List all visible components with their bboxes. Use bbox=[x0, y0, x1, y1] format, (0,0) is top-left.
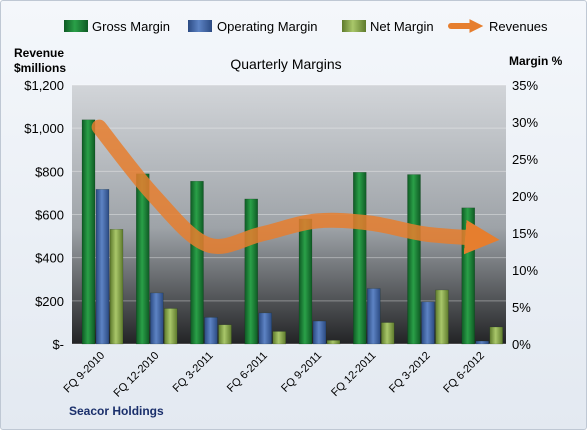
bar-net-margin bbox=[381, 322, 395, 345]
x-tick-label: FQ 6-2012 bbox=[441, 350, 487, 396]
bar-operating-margin bbox=[150, 292, 164, 345]
left-axis-title-line2: $millions bbox=[14, 61, 66, 75]
bar-net-margin bbox=[272, 331, 286, 345]
x-tick-label: FQ 3-2012 bbox=[387, 350, 433, 396]
right-tick-label: 30% bbox=[512, 115, 538, 130]
bar-gross-margin bbox=[81, 119, 96, 345]
right-axis-ticks: 0% 5% 10% 15% 20% 25% 30% 35% bbox=[512, 78, 538, 352]
x-tick-label: FQ 3-2011 bbox=[171, 350, 216, 395]
bar-net-margin bbox=[326, 340, 341, 345]
right-tick-label: 25% bbox=[512, 152, 538, 167]
left-tick-label: $600 bbox=[35, 208, 64, 223]
right-tick-label: 35% bbox=[512, 78, 538, 93]
bar-operating-margin bbox=[367, 288, 381, 345]
x-axis-ticks: FQ 9-2010 FQ 12-2010 FQ 3-2011 FQ 6-2011 FQ … bbox=[62, 350, 487, 400]
bar-gross-margin bbox=[244, 198, 258, 345]
legend-label-revenues: Revenues bbox=[489, 19, 548, 34]
left-axis-title-line1: Revenue bbox=[14, 46, 64, 60]
right-tick-label: 0% bbox=[512, 337, 531, 352]
revenue-series bbox=[91, 119, 500, 255]
x-tick-label: FQ 9-2010 bbox=[62, 350, 108, 396]
x-tick-label: FQ 6-2011 bbox=[225, 350, 270, 395]
legend-label-net-margin: Net Margin bbox=[370, 19, 434, 34]
left-tick-label: $1,200 bbox=[24, 78, 64, 93]
legend-label-operating-margin: Operating Margin bbox=[217, 19, 317, 34]
legend-swatch-net-margin bbox=[342, 20, 366, 32]
bar-net-margin bbox=[218, 324, 232, 345]
chart-title: Quarterly Margins bbox=[230, 56, 341, 72]
legend-item-operating-margin[interactable]: Operating Margin bbox=[188, 19, 317, 34]
right-axis-title: Margin % bbox=[509, 54, 563, 68]
legend-label-gross-margin: Gross Margin bbox=[92, 19, 170, 34]
right-tick-label: 20% bbox=[512, 189, 538, 204]
bar-net-margin bbox=[435, 289, 449, 345]
right-tick-label: 15% bbox=[512, 226, 538, 241]
revenue-line bbox=[91, 119, 500, 255]
left-axis-ticks: $- $200 $400 $600 $800 $1,000 $1,200 bbox=[24, 78, 64, 352]
left-tick-label: $800 bbox=[35, 164, 64, 179]
legend: Gross Margin Operating Margin Net Margin… bbox=[64, 19, 548, 34]
bar-gross-margin bbox=[298, 218, 313, 345]
bar-operating-margin bbox=[475, 340, 489, 345]
x-tick-label: FQ 12-2010 bbox=[112, 350, 162, 400]
legend-item-net-margin[interactable]: Net Margin bbox=[342, 19, 434, 34]
bar-gross-margin bbox=[190, 180, 204, 345]
bar-gross-margin bbox=[461, 207, 475, 345]
legend-swatch-gross-margin bbox=[64, 20, 88, 32]
legend-item-gross-margin[interactable]: Gross Margin bbox=[64, 19, 170, 34]
left-tick-label: $400 bbox=[35, 251, 64, 266]
legend-item-revenues[interactable]: Revenues bbox=[448, 19, 548, 34]
x-tick-label: FQ 9-2011 bbox=[279, 350, 324, 395]
bar-gross-margin bbox=[407, 174, 421, 345]
bar-operating-margin bbox=[95, 189, 110, 345]
bar-net-margin bbox=[109, 229, 124, 345]
right-tick-label: 10% bbox=[512, 263, 538, 278]
bar-net-margin bbox=[164, 308, 178, 345]
left-tick-label: $- bbox=[52, 337, 64, 352]
company-label: Seacor Holdings bbox=[69, 404, 164, 418]
bar-gross-margin bbox=[353, 172, 367, 345]
bar-operating-margin bbox=[312, 320, 327, 345]
bar-operating-margin bbox=[204, 317, 218, 345]
legend-swatch-operating-margin bbox=[188, 20, 212, 32]
left-tick-label: $1,000 bbox=[24, 121, 64, 136]
bar-net-margin bbox=[489, 326, 503, 345]
left-tick-label: $200 bbox=[35, 294, 64, 309]
bar-operating-margin bbox=[421, 301, 435, 345]
x-tick-label: FQ 12-2011 bbox=[329, 350, 378, 399]
bar-operating-margin bbox=[258, 312, 272, 345]
right-tick-label: 5% bbox=[512, 300, 531, 315]
